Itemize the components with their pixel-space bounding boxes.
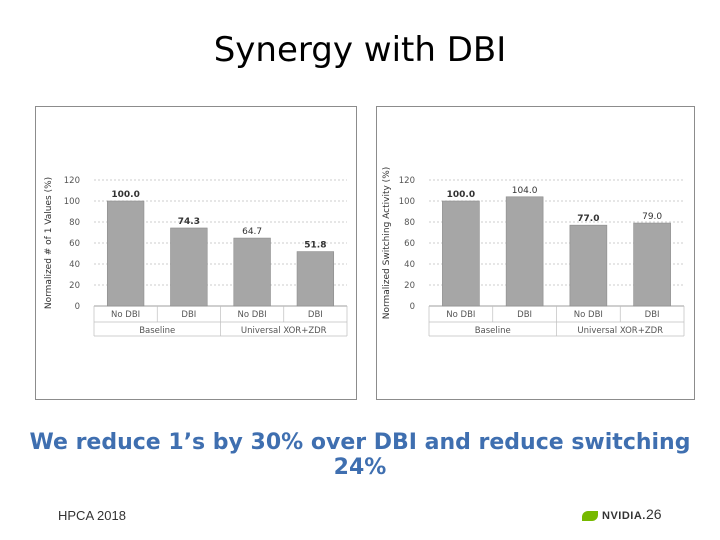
bar <box>569 224 608 307</box>
y-tick-label: 100 <box>399 197 415 207</box>
y-tick-label: 40 <box>69 260 80 270</box>
switching-activity-chart: Normalized Switching Activity (%) 0 20 40 60… <box>376 106 695 400</box>
x-category-label: No DBI <box>446 310 475 320</box>
data-label: 100.0 <box>447 190 475 200</box>
y-tick-label: 60 <box>404 239 415 249</box>
data-label: 100.0 <box>111 190 139 200</box>
x-category-label: No DBI <box>574 310 603 320</box>
y-tick-label: 120 <box>64 176 80 186</box>
x-group-label: Baseline <box>475 326 511 336</box>
x-category-label: No DBI <box>111 310 140 320</box>
x-category-label: DBI <box>645 310 660 320</box>
y-tick-label: 60 <box>69 239 80 249</box>
x-category-label: No DBI <box>238 310 267 320</box>
switching-activity-chart-svg: Normalized Switching Activity (%) 0 20 40 60… <box>382 167 685 337</box>
bar <box>442 200 480 307</box>
x-group-label: Baseline <box>139 326 175 336</box>
data-label: 77.0 <box>577 214 599 224</box>
data-label: 64.7 <box>242 227 262 237</box>
slide-subtitle: We reduce 1’s by 30% over DBI and reduce… <box>29 430 691 480</box>
data-label: 51.8 <box>304 241 326 251</box>
y-tick-label: 80 <box>69 218 80 228</box>
y-tick-label: 80 <box>404 218 415 228</box>
y-tick-label: 20 <box>69 281 80 291</box>
bar <box>296 251 335 307</box>
page-number: 26 <box>646 506 662 522</box>
y-tick-label: 20 <box>404 281 415 291</box>
slide-title: Synergy with DBI <box>213 30 507 70</box>
ones-values-chart-svg: Normalized # of 1 Values (%) 0 20 40 60 80 100… <box>44 176 348 337</box>
bar <box>106 200 145 307</box>
nvidia-eye-icon <box>582 511 598 521</box>
bar <box>233 237 271 307</box>
x-category-label: DBI <box>517 310 532 320</box>
x-category-label: DBI <box>308 310 323 320</box>
footer-conference: HPCA 2018 <box>58 508 126 523</box>
y-tick-label: 100 <box>64 197 80 207</box>
x-category-label: DBI <box>181 310 196 320</box>
data-label: 74.3 <box>178 217 200 227</box>
nvidia-logo-text: NVIDIA. <box>602 510 646 522</box>
y-tick-label: 120 <box>399 176 415 186</box>
bar <box>633 222 671 307</box>
bar <box>170 227 208 307</box>
x-group-label: Universal XOR+ZDR <box>241 326 327 336</box>
y-tick-label: 40 <box>404 260 415 270</box>
bar <box>505 196 544 307</box>
y-tick-label: 0 <box>410 302 415 312</box>
y-axis-label: Normalized # of 1 Values (%) <box>44 177 54 309</box>
data-label: 104.0 <box>512 186 538 196</box>
x-group-label: Universal XOR+ZDR <box>577 326 663 336</box>
y-tick-label: 0 <box>75 302 80 312</box>
data-label: 79.0 <box>642 212 662 222</box>
ones-values-chart: Normalized # of 1 Values (%) 0 20 40 60 80 100… <box>35 106 357 400</box>
nvidia-logo: NVIDIA. <box>582 509 646 523</box>
y-axis-label: Normalized Switching Activity (%) <box>382 167 392 320</box>
